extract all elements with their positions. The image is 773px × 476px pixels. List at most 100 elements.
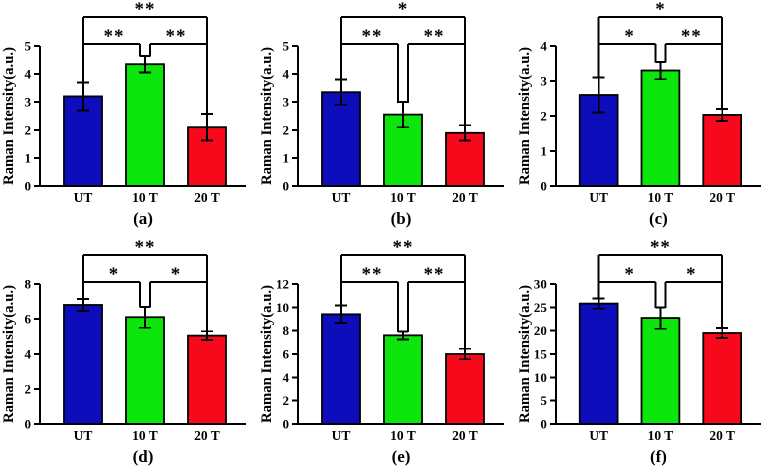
y-tick-label: 20 xyxy=(534,323,547,338)
x-category-label: 20 T xyxy=(709,190,735,205)
y-tick-label: 3 xyxy=(283,95,290,110)
significance-label-right: * xyxy=(686,264,696,285)
bar-ut xyxy=(63,95,103,187)
bar-20t xyxy=(445,131,485,187)
y-axis-label: Raman Intensity(a.u.) xyxy=(517,285,533,423)
bar-20t xyxy=(445,353,485,425)
bar-10t xyxy=(640,317,681,425)
y-tick-label: 8 xyxy=(25,277,32,292)
x-category-label: 20 T xyxy=(194,428,220,443)
panel-b: 0 1 2 3 4 5 UT 10 T 20 T Raman Intensity(a.u.) (b)… xyxy=(258,0,516,238)
x-category-label: 10 T xyxy=(648,190,674,205)
y-tick-label: 0 xyxy=(283,179,290,194)
y-tick-label: 2 xyxy=(540,108,546,123)
y-tick-label: 1 xyxy=(25,151,32,166)
x-category-label: UT xyxy=(589,428,608,443)
significance-label-outer: ** xyxy=(135,238,156,258)
y-axis-label: Raman Intensity(a.u.) xyxy=(1,285,17,423)
panel-caption: (b) xyxy=(391,209,412,228)
y-tick-label: 6 xyxy=(25,312,32,327)
y-tick-label: 4 xyxy=(283,67,290,82)
significance-label-outer: * xyxy=(655,0,665,20)
y-tick-label: 0 xyxy=(25,417,32,432)
panel-a: 0 1 2 3 4 5 UT 10 T 20 T Raman Intensity(a.u.) (a)… xyxy=(0,0,258,238)
y-tick-label: 2 xyxy=(283,393,290,408)
significance-label-left: * xyxy=(109,264,120,285)
significance-label-right: ** xyxy=(424,264,445,285)
bar-10t xyxy=(125,316,165,425)
y-axis-label: Raman Intensity(a.u.) xyxy=(259,47,275,185)
chart-a: 0 1 2 3 4 5 UT 10 T 20 T Raman Intensity(a.u.) (a)… xyxy=(1,0,246,228)
y-tick-label: 4 xyxy=(540,38,547,53)
y-tick-label: 12 xyxy=(276,277,289,292)
bar-10t xyxy=(383,334,423,425)
panel-caption: (e) xyxy=(392,447,411,466)
y-tick-label: 10 xyxy=(276,300,289,315)
significance-label-left: ** xyxy=(362,264,383,285)
significance-label-outer: ** xyxy=(135,0,156,20)
panel-caption: (c) xyxy=(649,209,668,228)
chart-c: 0 1 2 3 4 UT 10 T 20 T Raman Intensity(a.u.) (c) *… xyxy=(517,0,762,228)
y-tick-label: 0 xyxy=(540,416,546,431)
chart-d: 0 2 4 6 8 UT 10 T 20 T Raman Intensity(a.u.) (d) *… xyxy=(1,238,246,466)
panel-d: 0 2 4 6 8 UT 10 T 20 T Raman Intensity(a.u.) (d) *… xyxy=(0,238,258,476)
significance-label-outer: * xyxy=(398,0,409,20)
x-category-label: 20 T xyxy=(452,190,478,205)
bar-ut xyxy=(63,304,103,425)
y-tick-label: 3 xyxy=(25,95,32,110)
x-category-label: 10 T xyxy=(390,190,416,205)
y-tick-label: 15 xyxy=(534,346,547,361)
x-category-label: 10 T xyxy=(132,190,158,205)
significance-label-left: * xyxy=(624,264,634,285)
y-tick-label: 3 xyxy=(540,73,547,88)
panel-c: 0 1 2 3 4 UT 10 T 20 T Raman Intensity(a.u.) (c) *… xyxy=(516,0,773,238)
y-tick-label: 5 xyxy=(540,393,547,408)
y-tick-label: 0 xyxy=(25,179,32,194)
y-axis-label: Raman Intensity(a.u.) xyxy=(517,47,533,185)
x-category-label: UT xyxy=(589,190,608,205)
significance-label-left: ** xyxy=(362,26,383,47)
x-category-label: UT xyxy=(332,190,351,205)
x-category-label: 10 T xyxy=(132,428,158,443)
y-tick-label: 6 xyxy=(283,347,290,362)
y-axis-label: Raman Intensity(a.u.) xyxy=(259,285,275,423)
y-tick-label: 4 xyxy=(25,67,32,82)
y-tick-label: 30 xyxy=(534,276,547,291)
y-axis-label: Raman Intensity(a.u.) xyxy=(1,47,17,185)
y-tick-label: 8 xyxy=(283,323,290,338)
y-tick-label: 4 xyxy=(283,370,290,385)
y-tick-label: 5 xyxy=(283,39,290,54)
bar-10t xyxy=(640,69,681,187)
y-tick-label: 4 xyxy=(25,347,32,362)
bar-20t xyxy=(702,114,743,187)
bar-10t xyxy=(125,63,165,187)
panel-f: 0 5 10 15 20 25 30 UT 10 T 20 T Raman Intensity(a.… xyxy=(516,238,773,476)
panel-caption: (f) xyxy=(650,447,667,466)
significance-label-left: * xyxy=(624,26,634,47)
y-tick-label: 1 xyxy=(540,143,546,158)
significance-label-outer: ** xyxy=(650,238,671,258)
bar-20t xyxy=(187,334,227,425)
bar-ut xyxy=(578,302,619,425)
x-category-label: 20 T xyxy=(709,428,735,443)
x-category-label: 20 T xyxy=(194,190,220,205)
y-tick-label: 25 xyxy=(534,300,547,315)
y-tick-label: 2 xyxy=(283,123,290,138)
x-category-label: UT xyxy=(74,428,93,443)
chart-b: 0 1 2 3 4 5 UT 10 T 20 T Raman Intensity(a.u.) (b)… xyxy=(259,0,504,228)
significance-label-right: * xyxy=(171,264,182,285)
bar-ut xyxy=(321,313,361,425)
y-tick-label: 0 xyxy=(283,417,290,432)
x-category-label: 10 T xyxy=(648,428,674,443)
panel-caption: (a) xyxy=(133,209,153,228)
x-category-label: 20 T xyxy=(452,428,478,443)
y-tick-label: 2 xyxy=(25,123,32,138)
x-category-label: UT xyxy=(332,428,351,443)
panel-e: 0 2 4 6 8 10 12 UT 10 T 20 T Raman Intensity(a.u.)… xyxy=(258,238,516,476)
significance-label-outer: ** xyxy=(393,238,414,258)
x-category-label: UT xyxy=(74,190,93,205)
bar-ut xyxy=(321,91,361,187)
chart-f: 0 5 10 15 20 25 30 UT 10 T 20 T Raman Intensity(a.… xyxy=(517,238,762,466)
y-tick-label: 10 xyxy=(534,370,547,385)
